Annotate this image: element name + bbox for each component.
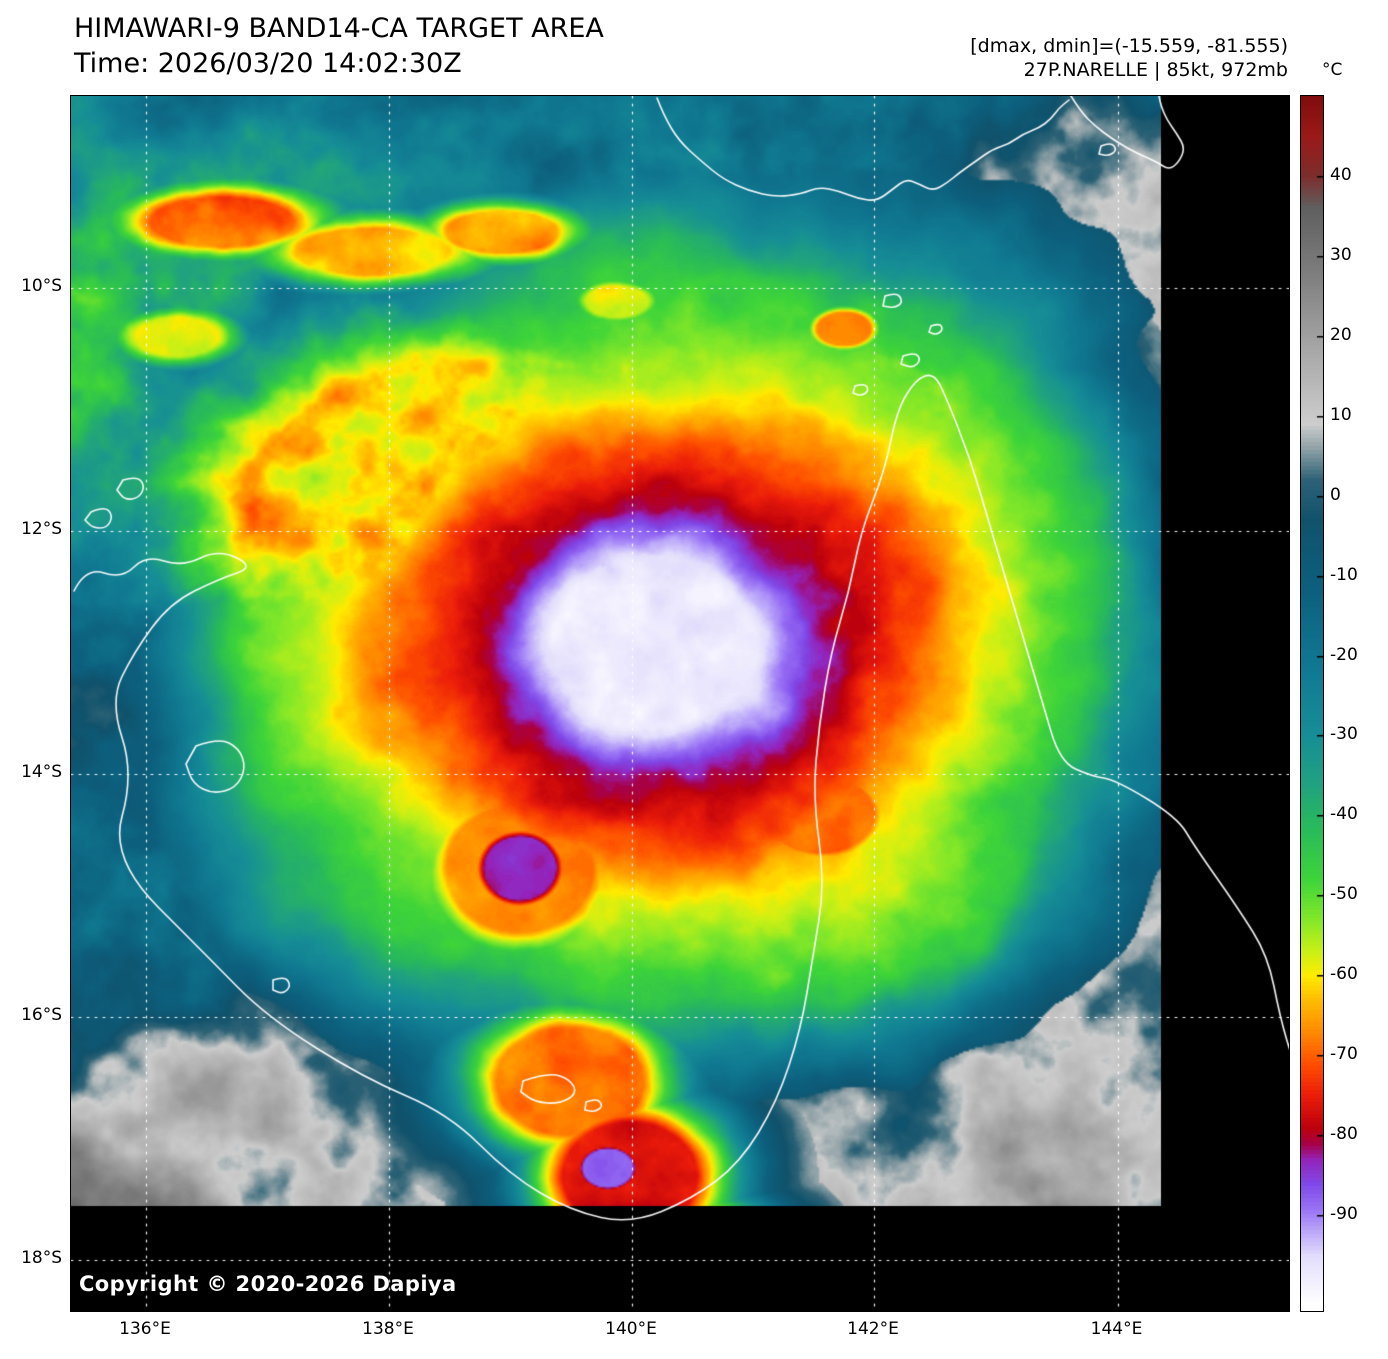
colorbar-tick-label: -20 xyxy=(1330,644,1358,665)
colorbar-tick-label: -50 xyxy=(1330,884,1358,905)
lat-axis-tick-label: 18°S xyxy=(21,1247,62,1268)
colorbar xyxy=(1300,95,1324,1312)
lat-axis-tick-label: 10°S xyxy=(21,275,62,296)
satellite-ir-image xyxy=(71,96,1289,1311)
header-readouts: [dmax, dmin]=(-15.559, -81.555) 27P.NARE… xyxy=(970,34,1288,82)
lon-axis-tick-label: 144°E xyxy=(1090,1319,1143,1339)
data-range-readout: [dmax, dmin]=(-15.559, -81.555) xyxy=(970,35,1288,57)
colorbar-tick-label: 10 xyxy=(1330,404,1352,425)
colorbar-tick-label: -30 xyxy=(1330,724,1358,745)
timestamp: Time: 2026/03/20 14:02:30Z xyxy=(74,48,462,79)
figure-title: HIMAWARI-9 BAND14-CA TARGET AREA xyxy=(74,13,604,44)
colorbar-tick-label: -80 xyxy=(1330,1124,1358,1145)
colorbar-tick-label: -40 xyxy=(1330,804,1358,825)
colorbar-tick-label: 40 xyxy=(1330,164,1352,185)
lon-axis-tick-label: 136°E xyxy=(119,1319,171,1339)
lat-axis-tick-label: 16°S xyxy=(21,1004,62,1025)
colorbar-tick-label: -70 xyxy=(1330,1044,1358,1065)
colorbar-tick-label: -60 xyxy=(1330,964,1358,985)
lat-axis-tick-label: 12°S xyxy=(21,518,62,539)
colorbar-gradient xyxy=(1301,96,1323,1311)
lat-axis-tick-label: 14°S xyxy=(21,761,62,782)
colorbar-tick-label: 30 xyxy=(1330,244,1352,265)
colorbar-tick-label: -10 xyxy=(1330,564,1358,585)
colorbar-unit-label: °C xyxy=(1322,60,1343,80)
lon-axis-tick-label: 140°E xyxy=(605,1319,657,1339)
storm-info: 27P.NARELLE | 85kt, 972mb xyxy=(1023,59,1288,81)
colorbar-tick-label: -90 xyxy=(1330,1204,1358,1225)
colorbar-tick-label: 20 xyxy=(1330,324,1352,345)
lon-axis-tick-label: 138°E xyxy=(362,1319,414,1339)
copyright-watermark: Copyright © 2020-2026 Dapiya xyxy=(79,1272,457,1296)
colorbar-tick-label: 0 xyxy=(1330,484,1341,505)
satellite-map: Copyright © 2020-2026 Dapiya xyxy=(70,95,1290,1312)
lon-axis-tick-label: 142°E xyxy=(847,1319,899,1339)
